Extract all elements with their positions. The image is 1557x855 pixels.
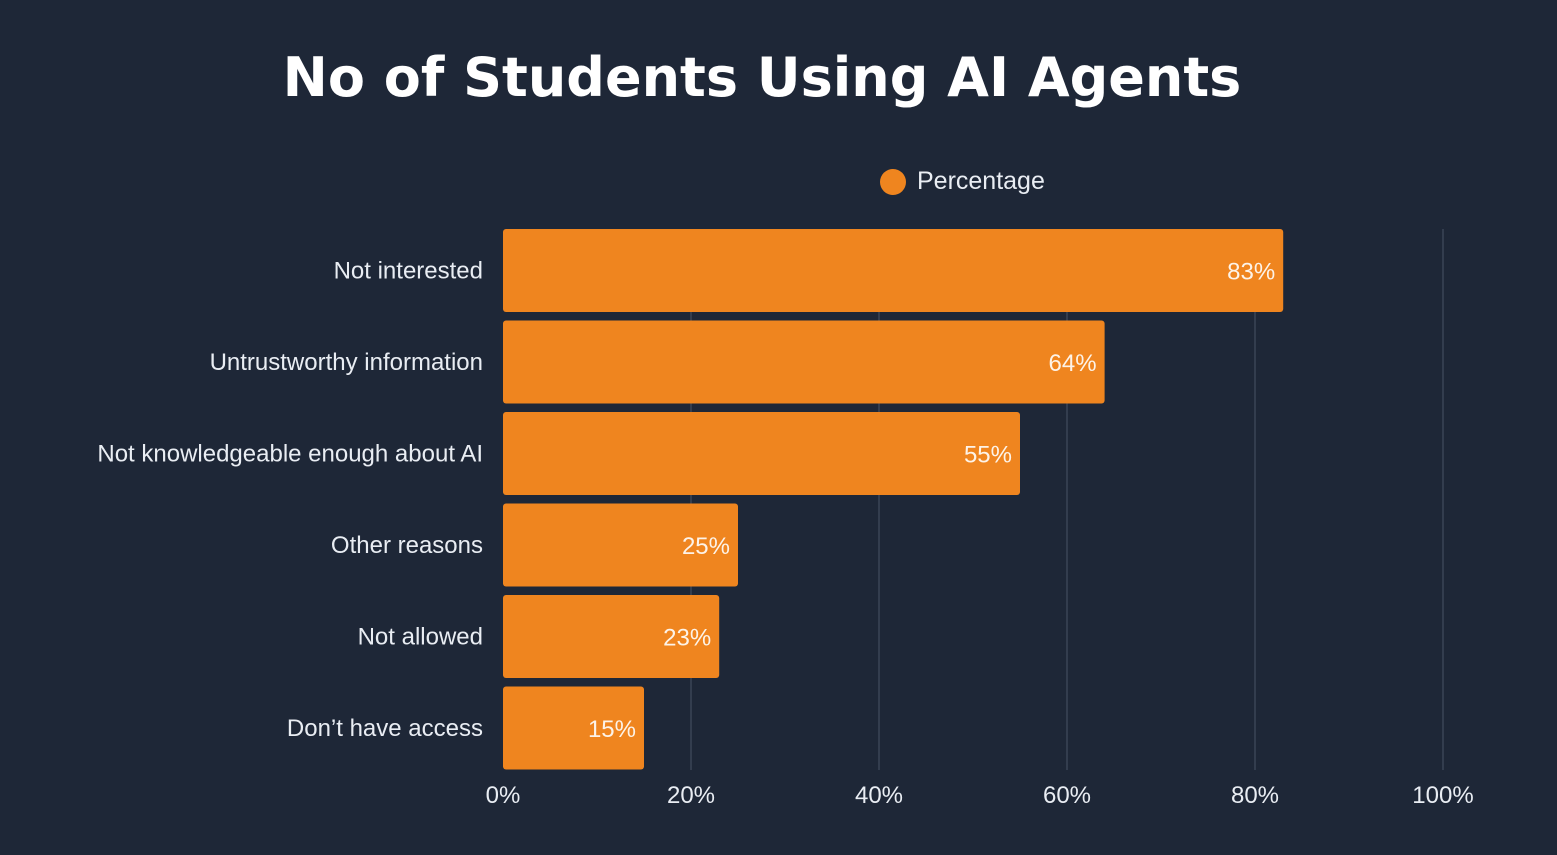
x-tick-label: 40% (855, 782, 903, 809)
grid-lines (690, 229, 1444, 770)
x-tick-label: 80% (1231, 782, 1279, 809)
data-label: 83% (1227, 259, 1275, 286)
legend: Percentage (880, 167, 1045, 195)
x-tick-label: 100% (1412, 782, 1473, 809)
bar (503, 412, 1020, 495)
category-label: Other reasons (331, 532, 483, 559)
category-label: Not allowed (358, 624, 483, 651)
bar (503, 686, 644, 770)
x-tick-label: 20% (667, 782, 715, 809)
category-labels: Not interested Untrustworthy information N… (97, 258, 483, 743)
bar (503, 229, 1284, 312)
x-axis-tick-labels: 0% 20% 40% 60% 80% 100% (486, 782, 1474, 809)
data-label: 23% (663, 625, 711, 652)
data-label: 55% (964, 442, 1012, 469)
bar (503, 503, 738, 587)
x-tick-label: 60% (1043, 782, 1091, 809)
legend-marker (880, 169, 906, 195)
bars: 83% 64% 55% 25% 23% 15% (503, 229, 1284, 770)
x-tick-label: 0% (486, 782, 521, 809)
chart-title: No of Students Using AI Agents (283, 46, 1242, 109)
legend-label: Percentage (917, 167, 1045, 195)
category-label: Don’t have access (287, 715, 483, 742)
category-label: Untrustworthy information (210, 349, 483, 376)
data-label: 25% (682, 533, 730, 560)
data-label: 15% (588, 716, 636, 743)
data-label: 64% (1049, 350, 1097, 377)
category-label: Not interested (334, 258, 483, 285)
bar (503, 595, 720, 678)
bar (503, 320, 1105, 404)
category-label: Not knowledgeable enough about AI (97, 441, 483, 468)
